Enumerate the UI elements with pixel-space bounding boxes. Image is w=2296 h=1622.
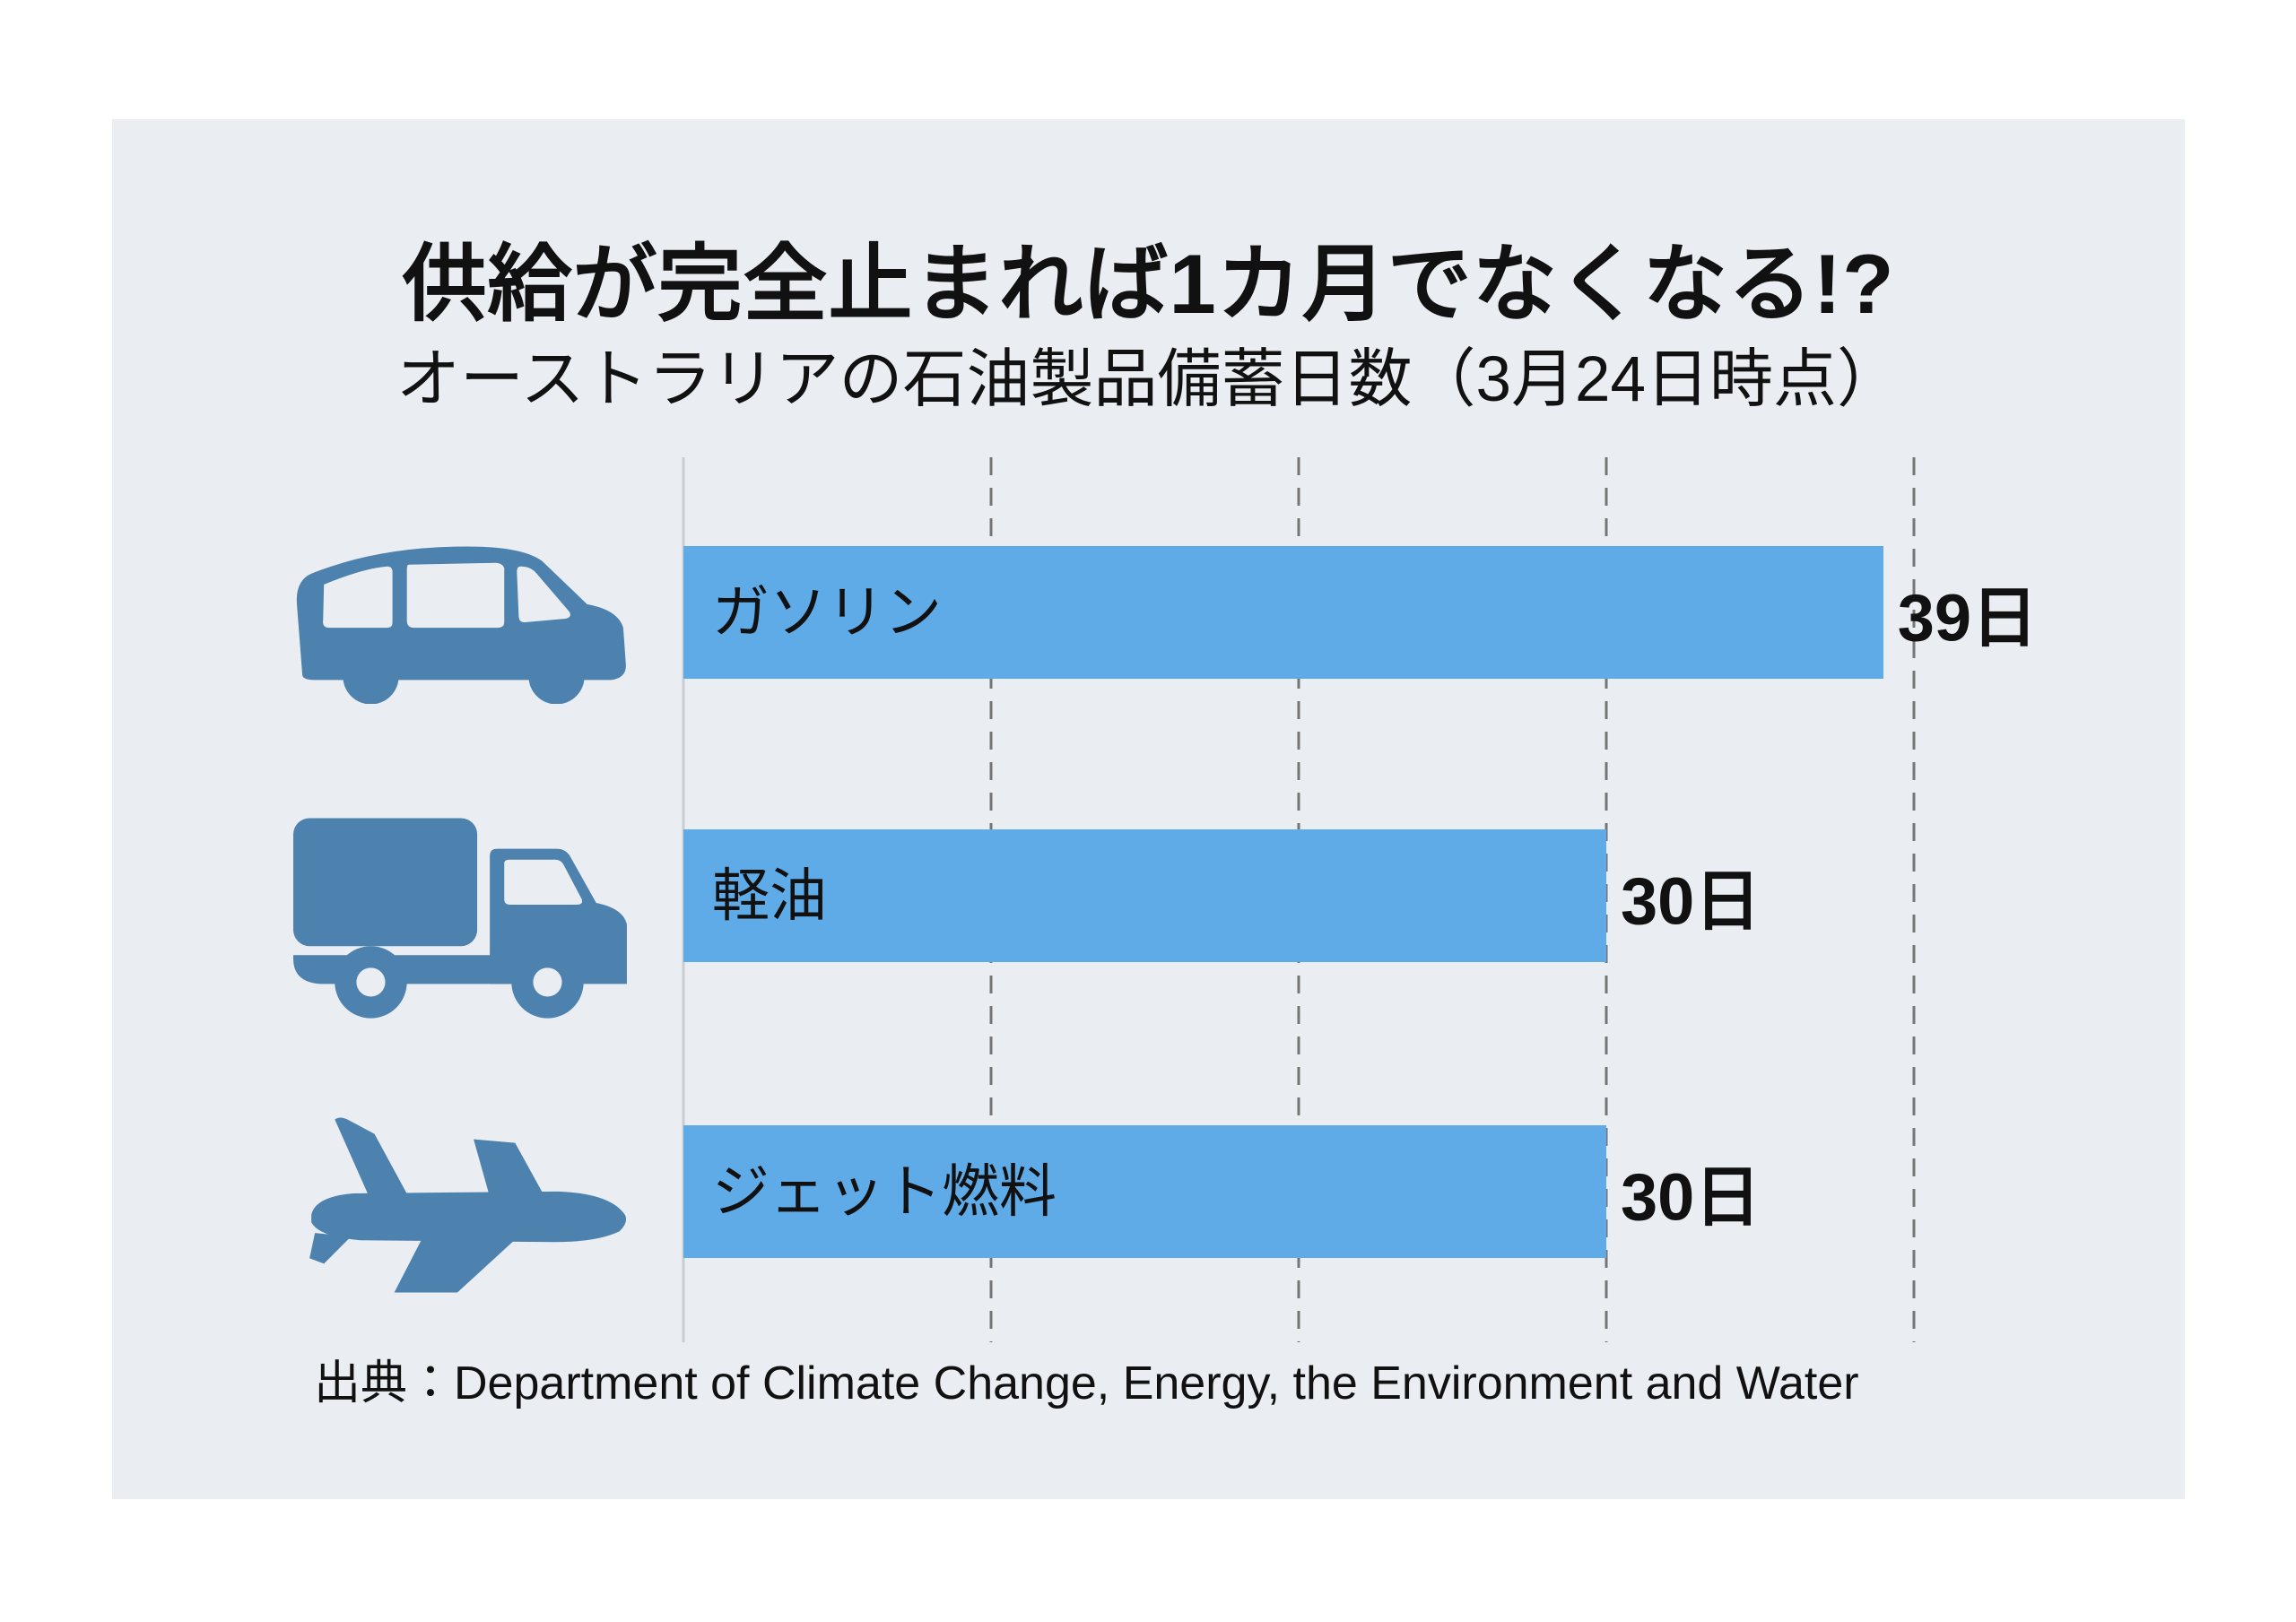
bar-value: 30日: [1621, 863, 1761, 939]
chart-row: ガソリン 39日: [296, 546, 2038, 704]
gridline-30: [1605, 457, 1608, 1342]
chart-title: 供給が完全止まれば1カ月でなくなる!?: [402, 237, 1895, 331]
gridline-40: [1912, 457, 1916, 1342]
bar-label: 軽油: [712, 863, 827, 928]
bar: ジェット燃料: [683, 1125, 1606, 1258]
chart-row: 軽油 30日: [293, 818, 1914, 1019]
truck-icon: [284, 803, 643, 1020]
bar-value: 30日: [1621, 1159, 1761, 1235]
bar-value: 39日: [1897, 580, 2038, 655]
car-icon: [284, 514, 643, 704]
chart-row: ジェット燃料 30日: [309, 1117, 1914, 1293]
bar-label: ガソリン: [712, 580, 942, 645]
bar: ガソリン: [683, 546, 1883, 679]
bar-label: ジェット燃料: [712, 1159, 1057, 1224]
bar-chart: ガソリン 39日 軽油 30日 ジェット燃料 30日: [293, 457, 2038, 1342]
airplane-icon: [284, 1114, 643, 1295]
bar: 軽油: [683, 829, 1606, 962]
infographic-panel: 供給が完全止まれば1カ月でなくなる!? オーストラリアの石油製品備蓄日数（3月2…: [112, 119, 2185, 1499]
source-caption: 出典：Department of Climate Change, Energy,…: [314, 1357, 1859, 1409]
chart-subtitle: オーストラリアの石油製品備蓄日数（3月24日時点）: [396, 344, 1900, 415]
